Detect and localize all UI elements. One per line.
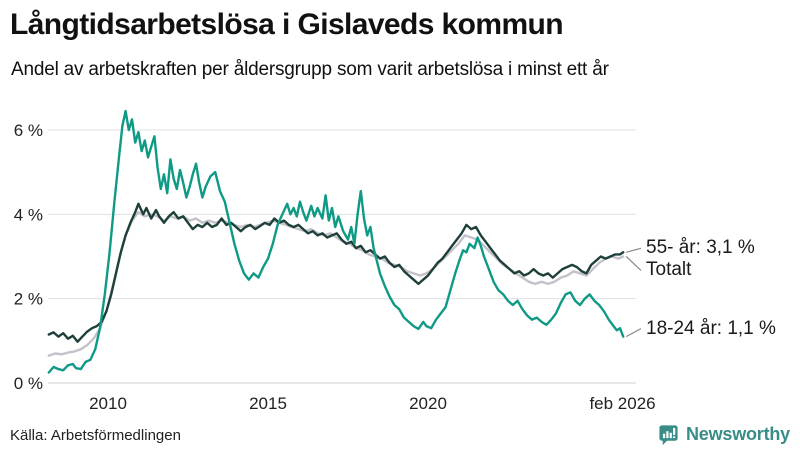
x-tick-label: 2010 (89, 394, 127, 413)
page-title: Långtidsarbetslösa i Gislaveds kommun (10, 8, 564, 41)
leader-line (625, 328, 642, 338)
leader-line (626, 247, 642, 253)
annotation-1824: 18-24 år: 1,1 % (646, 317, 776, 339)
series-line-18-24-r (47, 109, 625, 374)
x-tick-label: feb 2026 (589, 394, 655, 413)
chart-subtitle: Andel av arbetskraften per åldersgrupp s… (11, 59, 609, 80)
x-tick-label: 2015 (249, 394, 287, 413)
series-line-Totalt (47, 210, 625, 357)
source-note: Källa: Arbetsförmedlingen (10, 427, 181, 444)
y-tick-label: 2 % (14, 290, 43, 309)
brand-name: Newsworthy (685, 424, 790, 444)
y-tick-label: 6 % (14, 121, 43, 140)
y-tick-label: 0 % (14, 374, 43, 393)
newsworthy-logo: Newsworthy (657, 423, 790, 446)
series-line-55-r (47, 202, 625, 343)
annotation-55: 55- år: 3,1 % (646, 237, 755, 259)
newsworthy-bubble-chart-icon (657, 423, 680, 446)
y-tick-label: 4 % (14, 205, 43, 224)
leader-line (625, 256, 642, 271)
x-tick-label: 2020 (409, 394, 447, 413)
annotation-totalt: Totalt (646, 259, 692, 281)
